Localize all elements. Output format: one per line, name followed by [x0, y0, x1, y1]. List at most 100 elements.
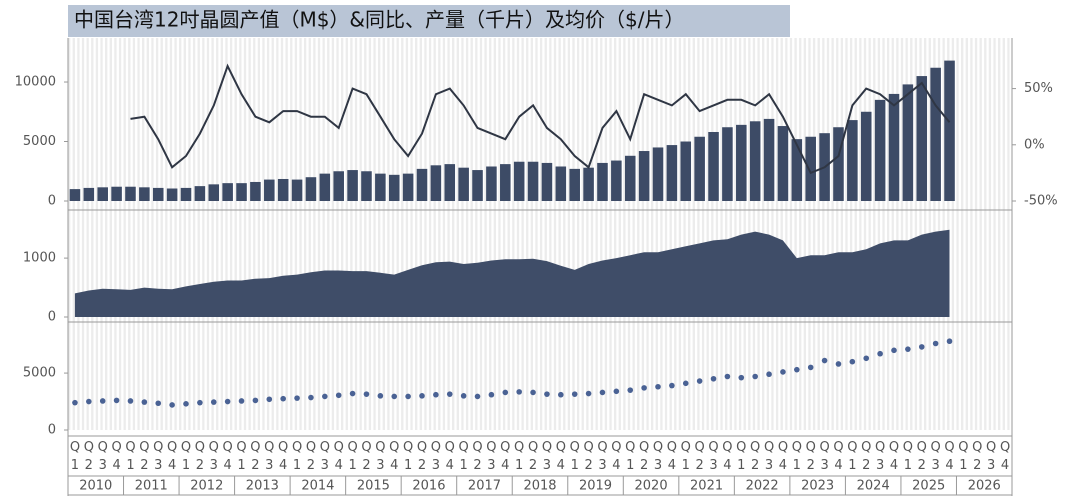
bar	[888, 93, 900, 201]
dot	[127, 398, 134, 404]
dot	[141, 399, 148, 405]
bar	[805, 136, 816, 201]
dot	[766, 371, 772, 378]
bar	[208, 184, 220, 201]
bar	[652, 147, 664, 201]
bar	[527, 161, 539, 201]
dot	[682, 380, 689, 387]
bar	[291, 179, 303, 201]
year-label: 2020	[635, 479, 668, 494]
year-label: 2021	[690, 479, 723, 494]
dot	[946, 338, 953, 345]
bar	[513, 161, 525, 201]
y2-tick-label: -50%	[1024, 194, 1058, 209]
bar	[569, 168, 580, 201]
dot	[363, 391, 370, 397]
dot	[72, 399, 78, 406]
year-label: 2018	[523, 479, 556, 494]
y-tick-label: 5000	[23, 134, 56, 149]
dot	[544, 391, 550, 397]
bar	[611, 160, 622, 201]
bar	[874, 99, 886, 201]
bar	[375, 173, 386, 201]
dot	[627, 387, 634, 393]
year-label: 2013	[246, 479, 279, 494]
dot	[99, 398, 106, 404]
dot	[530, 389, 536, 396]
bar	[250, 181, 261, 201]
dot	[877, 350, 883, 357]
bar	[69, 189, 81, 201]
line	[130, 63, 951, 175]
bar	[166, 188, 178, 201]
bar	[638, 151, 650, 201]
y2-tick-label: 0%	[1024, 137, 1045, 152]
dot	[752, 373, 758, 380]
dot	[446, 391, 453, 397]
dot	[821, 357, 828, 364]
dot	[863, 355, 870, 362]
year-label: 2015	[357, 479, 390, 494]
dot	[849, 358, 856, 365]
bar	[583, 167, 594, 201]
year-label: 2016	[412, 479, 445, 494]
dot	[335, 392, 342, 399]
bar	[749, 121, 761, 201]
dot	[308, 394, 314, 401]
bar	[305, 177, 317, 201]
dot	[780, 369, 786, 375]
dot	[807, 364, 814, 371]
y-tick-label: 0	[48, 423, 56, 438]
bar	[597, 162, 608, 201]
y-tick-label: 10000	[15, 75, 56, 90]
year-label: 2012	[190, 479, 223, 494]
dot	[349, 390, 356, 397]
dot	[488, 391, 495, 398]
dot	[252, 397, 259, 404]
dot	[835, 361, 842, 367]
year-label: 2010	[79, 479, 112, 494]
year-label: 2022	[746, 479, 779, 494]
bar	[458, 167, 469, 201]
bar	[222, 183, 233, 201]
dot	[613, 388, 620, 395]
dot	[738, 374, 745, 381]
bar	[277, 178, 289, 201]
bar	[486, 166, 497, 201]
dot	[405, 393, 411, 400]
bar	[264, 179, 275, 201]
dot	[905, 346, 911, 352]
bar	[500, 164, 511, 201]
dot	[460, 393, 467, 399]
